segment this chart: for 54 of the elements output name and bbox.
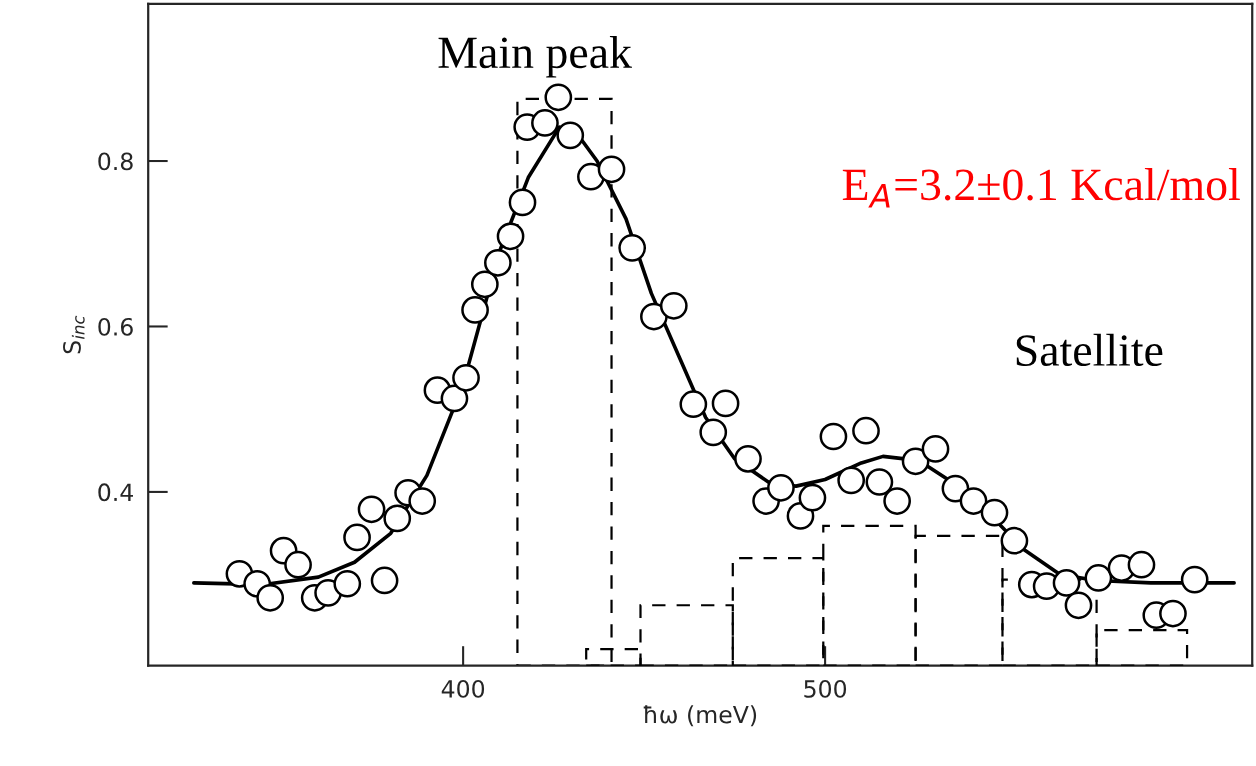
x-tick-label: 500 xyxy=(804,679,847,698)
point xyxy=(659,291,688,320)
point xyxy=(383,504,412,533)
point xyxy=(1064,591,1093,620)
y-axis-title: S$_{inc}$ xyxy=(63,315,85,354)
point xyxy=(544,83,573,112)
annotation: Main peak xyxy=(438,35,632,78)
point xyxy=(461,296,489,324)
annotation: E$_{A}$=3.2±0.1 Kcal/mol xyxy=(842,168,1240,208)
point xyxy=(921,435,950,463)
point xyxy=(256,583,285,612)
point xyxy=(496,222,525,251)
point xyxy=(452,363,480,392)
point xyxy=(284,550,312,579)
point xyxy=(798,483,827,512)
point xyxy=(852,416,880,445)
point xyxy=(470,270,499,299)
point xyxy=(1127,550,1156,579)
x-tick-label: 400 xyxy=(441,679,485,698)
point xyxy=(819,422,848,451)
point xyxy=(1159,599,1187,628)
point xyxy=(556,121,585,150)
point xyxy=(508,188,537,217)
point xyxy=(640,302,668,331)
point xyxy=(959,487,988,515)
y-tick-label: 0.8 xyxy=(98,152,133,171)
point xyxy=(440,384,469,413)
y-tick-label: 0.4 xyxy=(98,483,133,502)
point xyxy=(1180,565,1209,594)
point xyxy=(597,155,626,184)
point xyxy=(734,444,762,473)
point xyxy=(980,498,1009,527)
point xyxy=(837,466,866,495)
point xyxy=(699,418,728,447)
point xyxy=(901,447,930,476)
point xyxy=(370,566,399,595)
annotation: Satellite xyxy=(1016,333,1163,367)
point xyxy=(343,523,371,552)
point xyxy=(618,234,647,262)
point xyxy=(408,487,437,515)
x-axis-title: ħω (meV) xyxy=(643,705,757,727)
point xyxy=(333,569,362,598)
point xyxy=(1000,526,1029,555)
point xyxy=(767,473,795,502)
point xyxy=(1052,569,1081,597)
point xyxy=(484,248,512,277)
point xyxy=(1084,564,1113,592)
point xyxy=(531,109,559,137)
point xyxy=(883,487,911,515)
point xyxy=(711,389,740,418)
point xyxy=(357,495,386,524)
point xyxy=(865,468,894,496)
y-tick-label: 0.6 xyxy=(98,317,133,336)
point xyxy=(679,390,708,419)
